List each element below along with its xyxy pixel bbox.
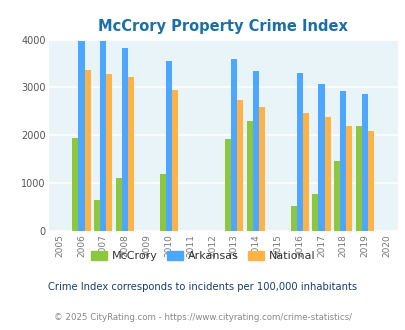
Legend: McCrory, Arkansas, National: McCrory, Arkansas, National bbox=[86, 247, 319, 266]
Bar bbox=[367, 130, 373, 231]
Bar bbox=[246, 121, 252, 231]
Bar bbox=[324, 116, 330, 231]
Bar bbox=[122, 48, 128, 231]
Bar bbox=[318, 83, 324, 231]
Bar bbox=[361, 94, 367, 231]
Title: McCrory Property Crime Index: McCrory Property Crime Index bbox=[98, 19, 347, 34]
Bar bbox=[311, 194, 318, 231]
Bar bbox=[78, 41, 84, 231]
Bar bbox=[100, 41, 106, 231]
Bar bbox=[106, 74, 112, 231]
Bar bbox=[159, 174, 165, 231]
Bar bbox=[258, 107, 264, 231]
Text: Crime Index corresponds to incidents per 100,000 inhabitants: Crime Index corresponds to incidents per… bbox=[48, 282, 357, 292]
Bar bbox=[302, 113, 308, 231]
Bar bbox=[94, 200, 100, 231]
Bar bbox=[339, 91, 345, 231]
Bar bbox=[224, 139, 230, 231]
Bar bbox=[165, 61, 171, 231]
Bar bbox=[237, 100, 243, 231]
Text: © 2025 CityRating.com - https://www.cityrating.com/crime-statistics/: © 2025 CityRating.com - https://www.city… bbox=[54, 313, 351, 322]
Bar bbox=[296, 73, 302, 231]
Bar bbox=[290, 206, 296, 231]
Bar bbox=[84, 70, 90, 231]
Bar bbox=[171, 90, 177, 231]
Bar bbox=[345, 126, 352, 231]
Bar bbox=[128, 77, 134, 231]
Bar bbox=[333, 161, 339, 231]
Bar bbox=[355, 126, 361, 231]
Bar bbox=[252, 71, 258, 231]
Bar bbox=[230, 59, 237, 231]
Bar bbox=[116, 178, 122, 231]
Bar bbox=[72, 138, 78, 231]
